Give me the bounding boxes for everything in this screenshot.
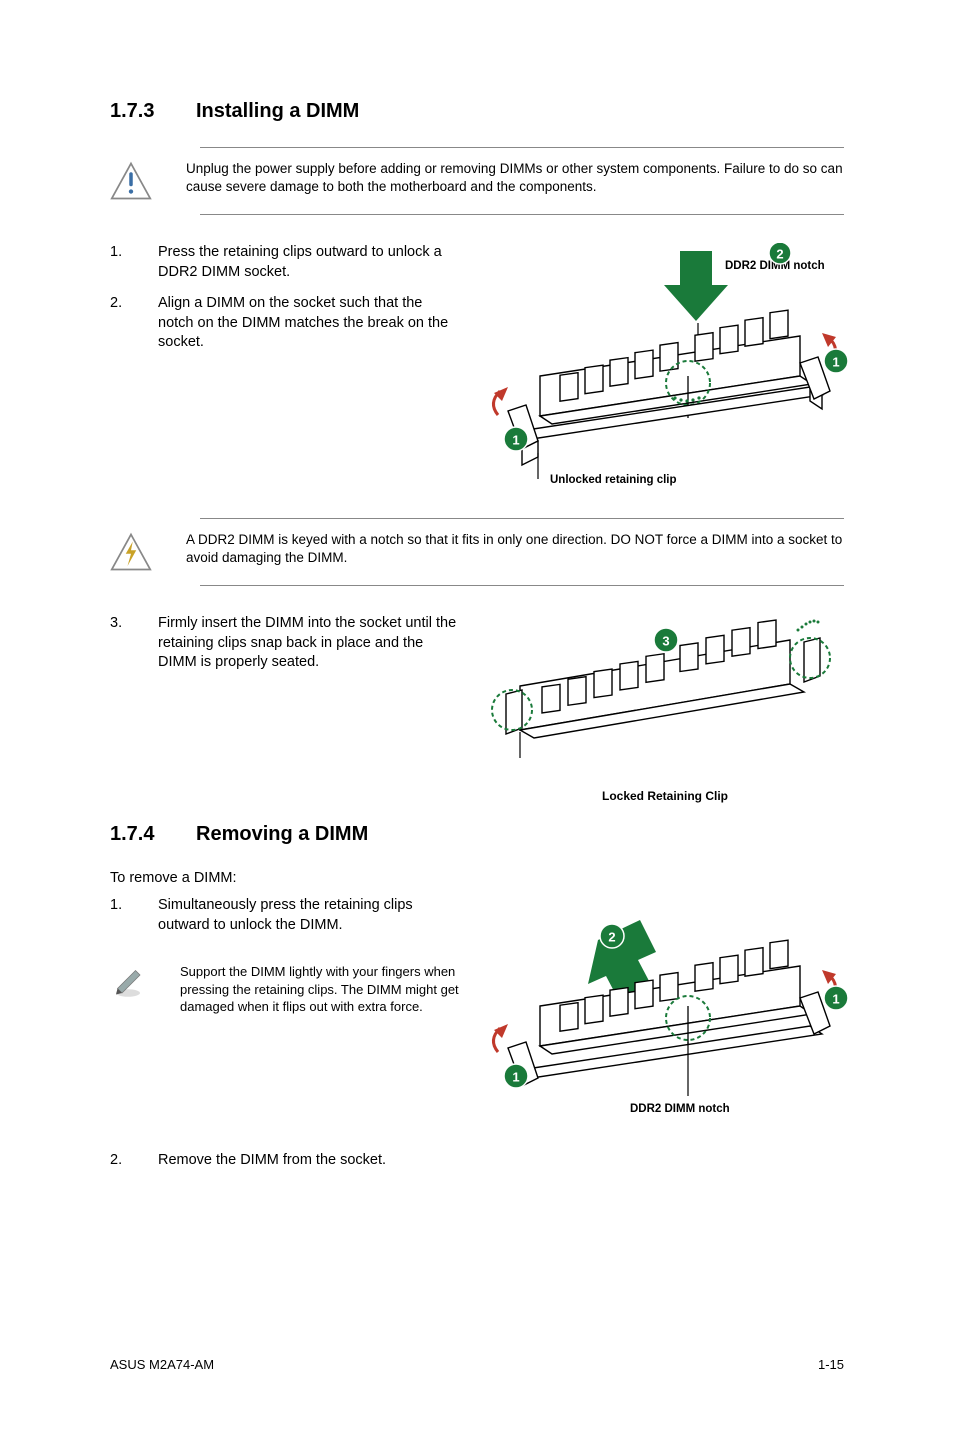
page-footer: ASUS M2A74-AM 1-15 xyxy=(110,1357,844,1372)
badge-2: 2 xyxy=(608,930,615,945)
footer-right: 1-15 xyxy=(818,1357,844,1372)
badge-1-right: 1 xyxy=(832,992,839,1007)
remove-step1-list: 1. Simultaneously press the retaining cl… xyxy=(110,896,460,935)
step-number: 1. xyxy=(110,243,122,263)
lightning-icon xyxy=(110,531,152,573)
caution-icon xyxy=(110,160,152,202)
note-text: A DDR2 DIMM is keyed with a notch so tha… xyxy=(186,531,844,567)
step-text: Remove the DIMM from the socket. xyxy=(158,1152,386,1168)
remove-step2-list: 2. Remove the DIMM from the socket. xyxy=(110,1151,844,1171)
warning-callout: Unplug the power supply before adding or… xyxy=(200,147,844,215)
install-step-2: 2. Align a DIMM on the socket such that … xyxy=(110,294,460,353)
footer-left: ASUS M2A74-AM xyxy=(110,1357,214,1372)
note-callout: A DDR2 DIMM is keyed with a notch so tha… xyxy=(200,518,844,586)
badge-1-left: 1 xyxy=(512,433,519,448)
install-step-1: 1. Press the retaining clips outward to … xyxy=(110,243,460,282)
locked-clip-caption: Locked Retaining Clip xyxy=(480,789,850,803)
step-number: 2. xyxy=(110,294,122,314)
step-text: Align a DIMM on the socket such that the… xyxy=(158,295,448,350)
badge-1-left: 1 xyxy=(512,1070,519,1085)
notch-label: DDR2 DIMM notch xyxy=(630,1103,730,1115)
step-number: 3. xyxy=(110,614,122,634)
step-number: 1. xyxy=(110,896,122,916)
remove-step-1: 1. Simultaneously press the retaining cl… xyxy=(110,896,460,935)
section-title: Installing a DIMM xyxy=(196,100,359,122)
install-step-3: 3. Firmly insert the DIMM into the socke… xyxy=(110,614,460,673)
step-text: Firmly insert the DIMM into the socket u… xyxy=(158,615,456,670)
section-number: 1.7.3 xyxy=(110,100,196,123)
remove-step1-row: 1. Simultaneously press the retaining cl… xyxy=(110,896,844,1131)
section-heading-install: 1.7.3Installing a DIMM xyxy=(110,100,844,123)
section-heading-remove: 1.7.4Removing a DIMM xyxy=(110,823,844,846)
install-step3-row: 3. Firmly insert the DIMM into the socke… xyxy=(110,614,844,803)
step-number: 2. xyxy=(110,1151,122,1171)
tip-text: Support the DIMM lightly with your finge… xyxy=(180,963,460,1016)
pencil-icon xyxy=(110,963,146,999)
tip-callout: Support the DIMM lightly with your finge… xyxy=(158,951,460,1028)
badge-3: 3 xyxy=(662,634,669,649)
clip-label: Unlocked retaining clip xyxy=(550,474,677,486)
step-text: Press the retaining clips outward to unl… xyxy=(158,244,442,280)
badge-2: 2 xyxy=(776,247,783,262)
section-number: 1.7.4 xyxy=(110,823,196,846)
warning-text: Unplug the power supply before adding or… xyxy=(186,160,844,196)
badge-1-right: 1 xyxy=(832,355,839,370)
step-text: Simultaneously press the retaining clips… xyxy=(158,897,413,933)
install-steps-row: 1. Press the retaining clips outward to … xyxy=(110,243,844,498)
install-steps-list: 1. Press the retaining clips outward to … xyxy=(110,243,460,353)
section-title: Removing a DIMM xyxy=(196,823,368,845)
remove-step-2: 2. Remove the DIMM from the socket. xyxy=(110,1151,844,1171)
dimm-seated-diagram: 3 xyxy=(480,614,850,784)
dimm-remove-diagram: 2 xyxy=(480,896,850,1126)
remove-intro: To remove a DIMM: xyxy=(110,870,844,886)
install-step3-list: 3. Firmly insert the DIMM into the socke… xyxy=(110,614,460,673)
dimm-install-diagram: DDR2 DIMM notch 2 xyxy=(480,243,850,493)
